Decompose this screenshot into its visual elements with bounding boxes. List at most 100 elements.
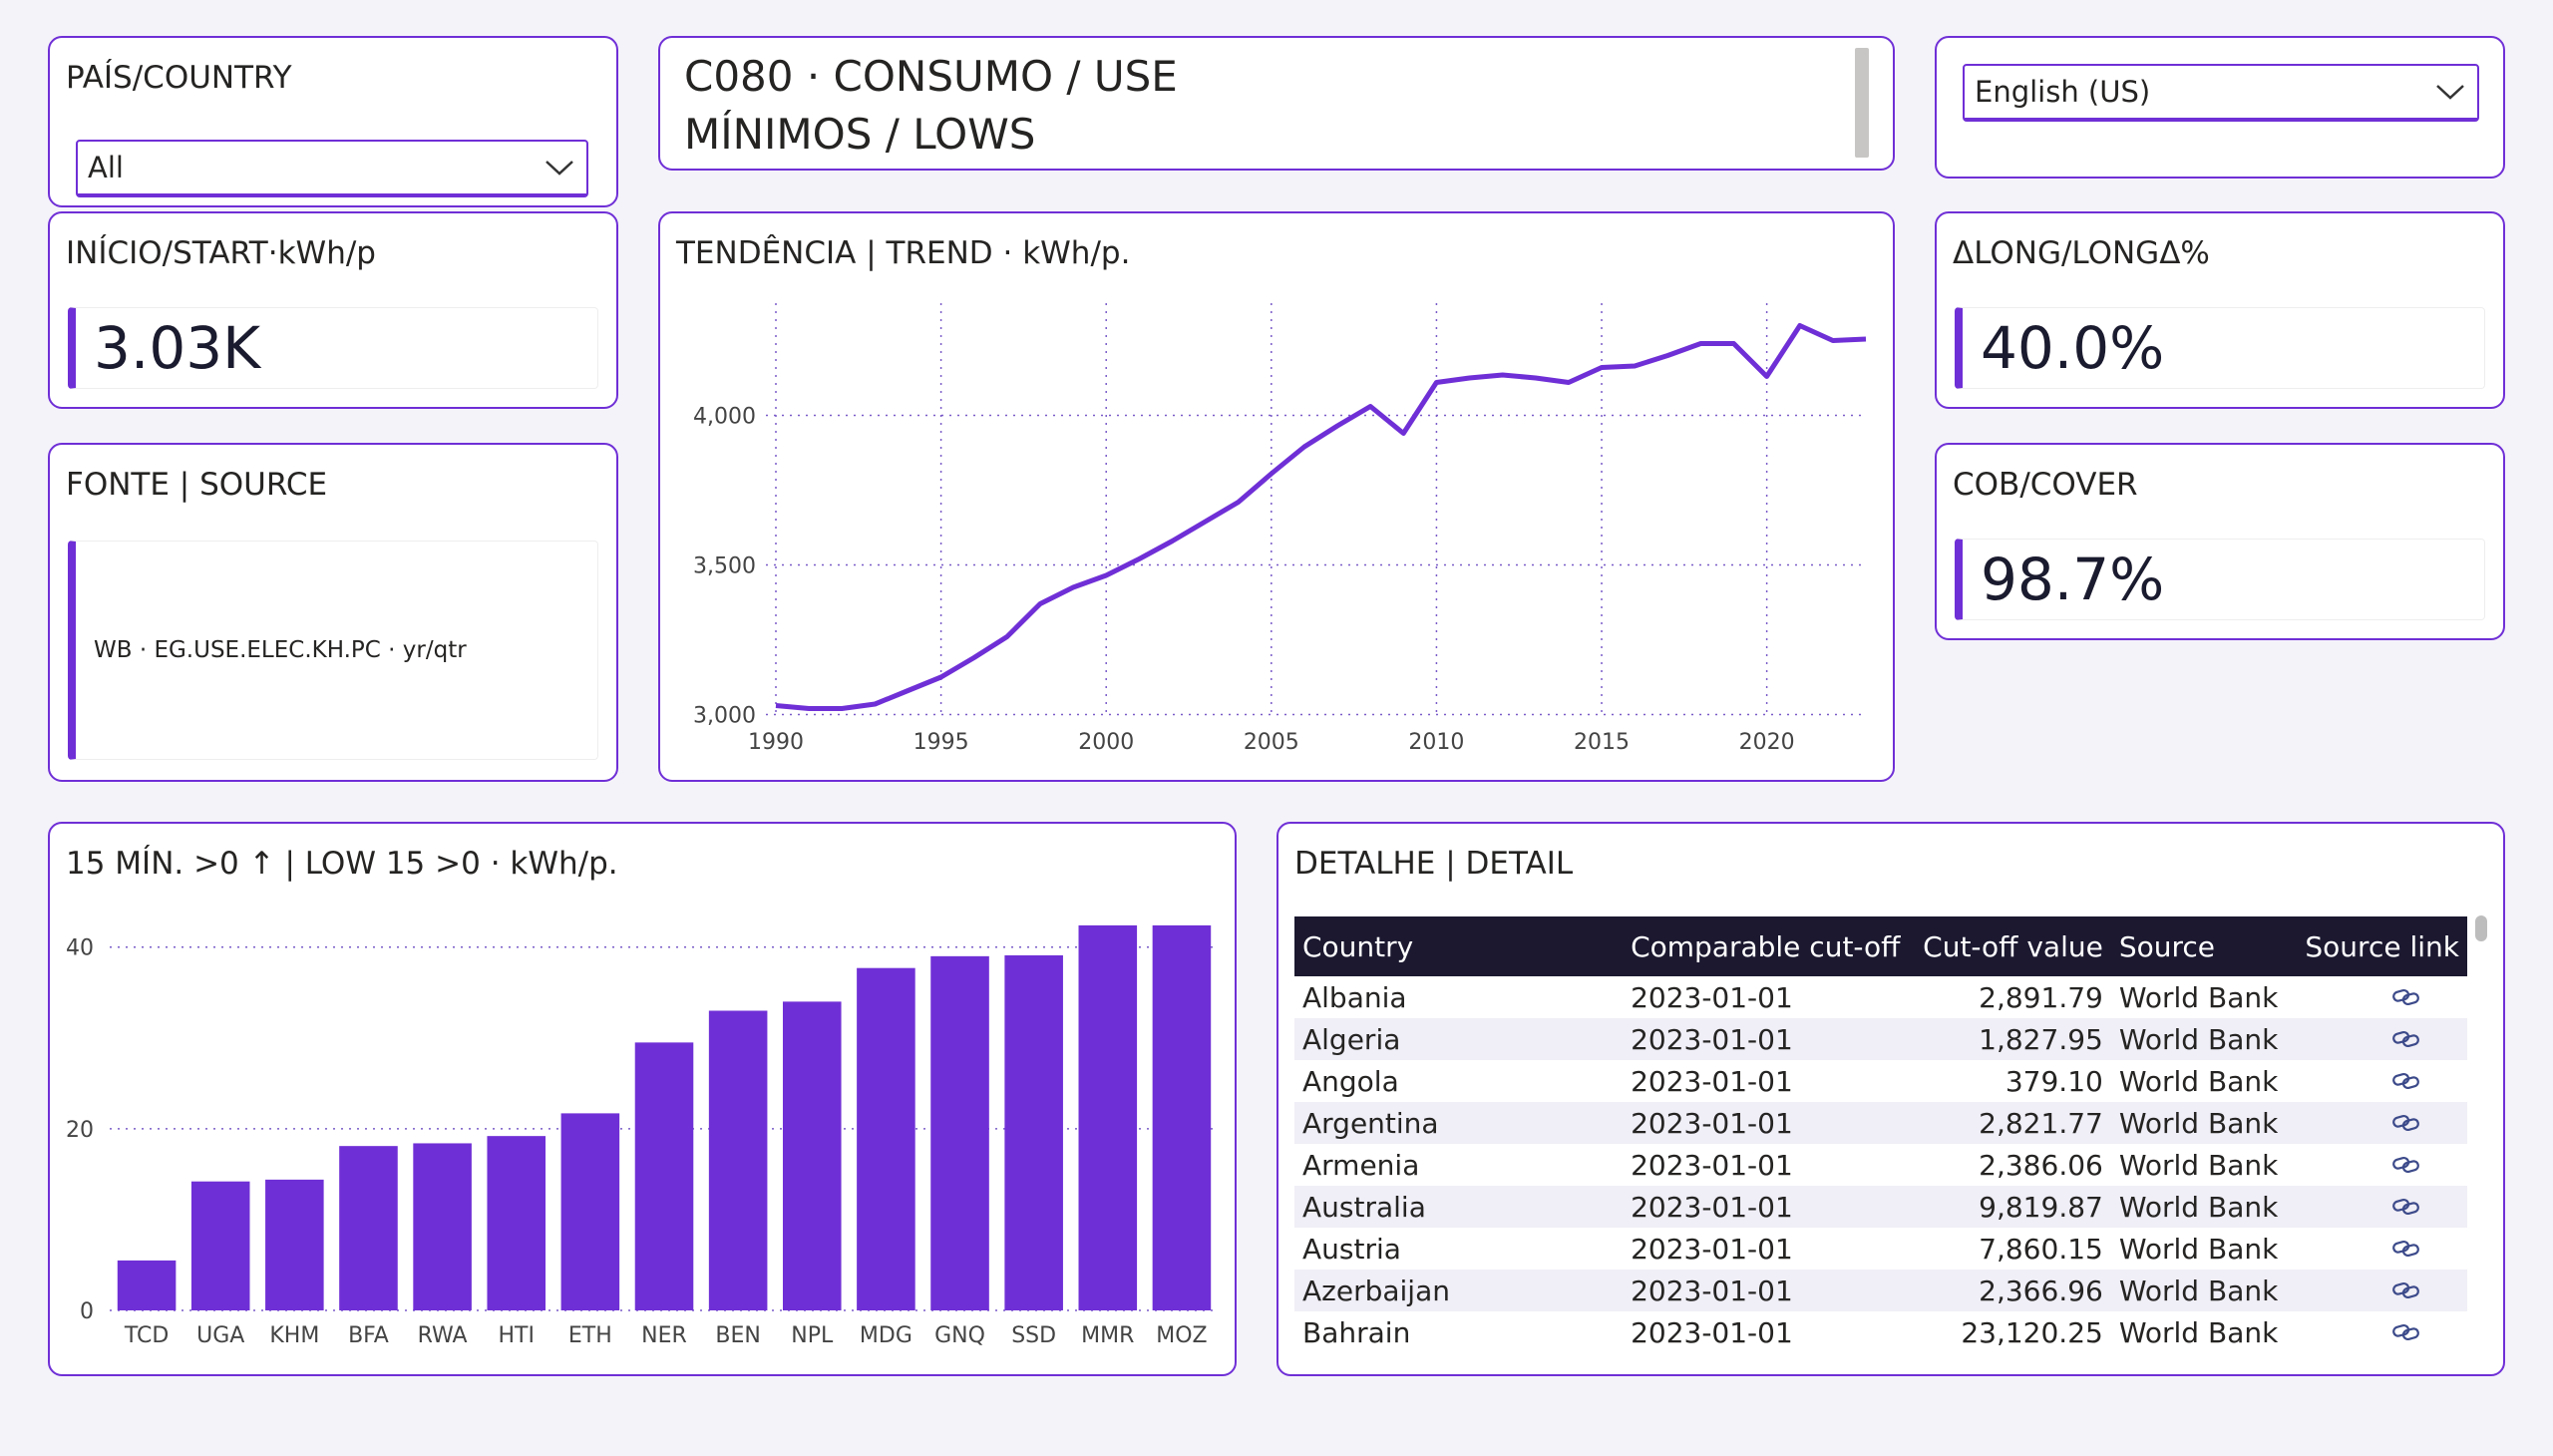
table-row[interactable]: Angola 2023-01-01 379.10 World Bank <box>1294 1060 2467 1102</box>
bar[interactable] <box>339 1146 398 1310</box>
bar[interactable] <box>782 1001 842 1310</box>
link-icon[interactable] <box>2391 1197 2421 1217</box>
link-icon[interactable] <box>2391 1280 2421 1300</box>
link-icon[interactable] <box>2391 1029 2421 1049</box>
table-row[interactable]: Algeria 2023-01-01 1,827.95 World Bank <box>1294 1018 2467 1060</box>
table-row[interactable]: Australia 2023-01-01 9,819.87 World Bank <box>1294 1186 2467 1228</box>
source-link-cell[interactable] <box>2286 1060 2467 1102</box>
bar-chart-card: 15 MÍN. >0 ↑ | LOW 15 >0 · kWh/p. 0 20 40 T… <box>48 822 1237 1376</box>
bar[interactable] <box>190 1181 250 1310</box>
bar[interactable] <box>413 1143 472 1310</box>
link-icon[interactable] <box>2391 987 2421 1007</box>
x-tick-label: NPL <box>791 1323 834 1348</box>
kpi-change-card: ΔLONG/LONGΔ% 40.0% <box>1935 211 2505 409</box>
country-dropdown[interactable]: All <box>76 140 588 197</box>
x-tick-label: 2005 <box>1244 730 1299 755</box>
x-tick-label: HTI <box>498 1323 534 1348</box>
cell-country: Austria <box>1302 1232 1401 1266</box>
cell-cutoff-date: 2023-01-01 <box>1631 980 1793 1014</box>
source-text: WB · EG.USE.ELEC.KH.PC · yr/qtr <box>68 541 598 760</box>
column-header-cutoff-value[interactable]: Cut-off value <box>1911 916 2111 976</box>
table-row[interactable]: Argentina 2023-01-01 2,821.77 World Bank <box>1294 1102 2467 1144</box>
source-link-cell[interactable] <box>2286 1102 2467 1144</box>
x-tick-label: TCD <box>124 1323 169 1348</box>
link-icon[interactable] <box>2391 1071 2421 1091</box>
bar[interactable] <box>117 1260 177 1310</box>
bar[interactable] <box>1004 954 1063 1310</box>
link-icon[interactable] <box>2391 1322 2421 1342</box>
trend-line-chart: 1990 1995 2000 2005 2010 2015 2020 3,000 3,500 4,… <box>693 303 1867 755</box>
bar[interactable] <box>708 1010 768 1310</box>
column-header-source-link[interactable]: Source link <box>2286 916 2467 976</box>
link-icon[interactable] <box>2391 1239 2421 1259</box>
link-icon[interactable] <box>2391 1113 2421 1133</box>
country-dropdown-value: All <box>88 151 124 184</box>
x-tick-label: 1990 <box>748 730 804 755</box>
kpi-cover-value: 98.7% <box>1955 539 2485 620</box>
cell-country: Azerbaijan <box>1294 1270 1624 1311</box>
bar[interactable] <box>634 1042 694 1310</box>
source-link-cell[interactable] <box>2286 976 2467 1018</box>
report-title-card: C080 · CONSUMO / USE MÍNIMOS / LOWS <box>658 36 1895 171</box>
x-tick-label: MDG <box>860 1323 912 1348</box>
column-header-country[interactable]: Country <box>1294 916 1624 976</box>
x-tick-label: 2015 <box>1574 730 1630 755</box>
low-15-bar-chart: 0 20 40 TCD UGA KHM BFA RWA HTI ETH NER BEN NPL MDG GN… <box>66 924 1219 1348</box>
kpi-cover-card: COB/COVER 98.7% <box>1935 443 2505 640</box>
column-header-source[interactable]: Source <box>2110 916 2287 976</box>
source-link-cell[interactable] <box>2286 1270 2467 1311</box>
cell-cutoff-date: 2023-01-01 <box>1631 1064 1793 1098</box>
table-row[interactable]: Bahrain 2023-01-01 23,120.25 World Bank <box>1294 1311 2467 1353</box>
x-tick-label: ETH <box>568 1323 612 1348</box>
table-scrollbar[interactable] <box>2475 915 2487 941</box>
table-row[interactable]: Azerbaijan 2023-01-01 2,366.96 World Bank <box>1294 1270 2467 1311</box>
trend-series-line[interactable] <box>775 323 1867 711</box>
x-tick-label: MMR <box>1081 1323 1134 1348</box>
chevron-down-icon <box>2436 85 2464 100</box>
cell-source: World Bank <box>2118 1064 2279 1098</box>
x-tick-label: BFA <box>348 1323 389 1348</box>
x-tick-label: 2010 <box>1408 730 1464 755</box>
source-link-cell[interactable] <box>2286 1228 2467 1270</box>
kpi-cover-title: COB/COVER <box>1953 467 2138 503</box>
bar[interactable] <box>857 967 915 1310</box>
bar[interactable] <box>560 1113 620 1310</box>
kpi-change-title: ΔLONG/LONGΔ% <box>1953 235 2210 271</box>
x-tick-label: KHM <box>269 1323 319 1348</box>
x-tick-label: SSD <box>1011 1323 1056 1348</box>
kpi-start-title: INÍCIO/START·kWh/p <box>66 235 376 271</box>
cell-country: Argentina <box>1294 1102 1624 1144</box>
trend-chart-title: TENDÊNCIA | TREND · kWh/p. <box>676 235 1131 271</box>
bar[interactable] <box>265 1179 324 1310</box>
table-row[interactable]: Armenia 2023-01-01 2,386.06 World Bank <box>1294 1144 2467 1186</box>
cell-cutoff-value: 7,860.15 <box>1979 1232 2103 1266</box>
cell-source: World Bank <box>2110 1102 2287 1144</box>
trend-chart-card: TENDÊNCIA | TREND · kWh/p. 1990 1995 2000 2… <box>658 211 1895 782</box>
column-header-cutoff-date[interactable]: Comparable cut-off <box>1623 916 1912 976</box>
link-icon[interactable] <box>2391 1155 2421 1175</box>
bar[interactable] <box>1152 924 1212 1310</box>
source-link-cell[interactable] <box>2286 1144 2467 1186</box>
bar[interactable] <box>1078 924 1138 1310</box>
language-dropdown[interactable]: English (US) <box>1963 64 2479 122</box>
title-scrollbar[interactable] <box>1855 48 1869 158</box>
bar[interactable] <box>487 1136 547 1310</box>
bar[interactable] <box>930 955 989 1310</box>
cell-cutoff-value: 9,819.87 <box>1911 1186 2111 1228</box>
cell-cutoff-date: 2023-01-01 <box>1623 1270 1912 1311</box>
cell-cutoff-value: 23,120.25 <box>1961 1315 2103 1349</box>
cell-country: Armenia <box>1302 1148 1420 1182</box>
x-tick-label: 2020 <box>1739 730 1795 755</box>
source-link-cell[interactable] <box>2286 1018 2467 1060</box>
cell-source: World Bank <box>2110 1186 2287 1228</box>
cell-country: Australia <box>1294 1186 1624 1228</box>
source-link-cell[interactable] <box>2286 1311 2467 1353</box>
cell-cutoff-value: 1,827.95 <box>1911 1018 2111 1060</box>
source-card: FONTE | SOURCE WB · EG.USE.ELEC.KH.PC · … <box>48 443 618 782</box>
table-row[interactable]: Austria 2023-01-01 7,860.15 World Bank <box>1294 1228 2467 1270</box>
table-row[interactable]: Albania 2023-01-01 2,891.79 World Bank <box>1294 976 2467 1018</box>
cell-source: World Bank <box>2118 1148 2279 1182</box>
cell-country: Angola <box>1302 1064 1399 1098</box>
source-link-cell[interactable] <box>2286 1186 2467 1228</box>
cell-country: Algeria <box>1294 1018 1624 1060</box>
